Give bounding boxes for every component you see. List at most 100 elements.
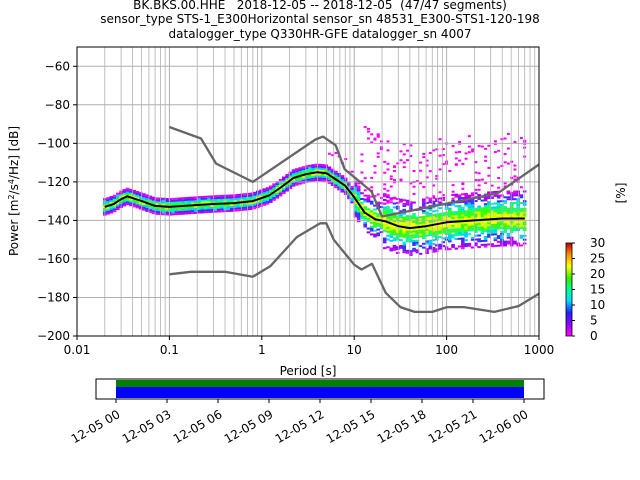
heatmap-cell xyxy=(392,202,397,205)
heatmap-cell xyxy=(435,209,439,212)
heatmap-cell xyxy=(480,243,485,246)
heatmap-cell xyxy=(490,216,494,219)
heatmap-cell xyxy=(428,207,433,210)
heatmap-cell xyxy=(392,237,397,240)
heatmap-cell xyxy=(376,220,381,223)
heatmap-cell xyxy=(441,196,446,199)
heatmap-cell xyxy=(509,215,514,218)
heatmap-cell xyxy=(314,173,319,176)
heatmap-cell xyxy=(116,204,120,207)
heatmap-cell xyxy=(177,212,182,215)
heatmap-cell xyxy=(467,210,472,213)
heatmap-cell xyxy=(415,218,420,221)
heatmap-cell xyxy=(506,234,511,237)
heatmap-cell xyxy=(477,211,481,214)
heatmap-cell xyxy=(428,226,433,229)
heatmap-cell xyxy=(337,172,341,175)
heatmap-cell xyxy=(490,202,494,205)
heatmap-cell xyxy=(161,197,166,200)
heatmap-cell xyxy=(135,200,140,203)
colorbar-tick-label: 5 xyxy=(590,314,598,328)
heatmap-cell xyxy=(382,210,387,213)
heatmap-cell xyxy=(402,208,407,211)
heatmap-cell xyxy=(408,225,413,228)
heatmap-cell xyxy=(503,211,507,214)
heatmap-cell xyxy=(116,196,120,199)
heatmap-cell xyxy=(470,209,475,212)
heatmap-cell xyxy=(422,156,426,159)
heatmap-cell xyxy=(392,169,396,172)
heatmap-cell xyxy=(418,227,423,230)
heatmap-cell xyxy=(464,194,468,197)
heatmap-cell xyxy=(480,216,485,219)
heatmap-cell xyxy=(376,224,381,227)
heatmap-cell xyxy=(483,228,488,231)
heatmap-cell xyxy=(353,201,358,204)
heatmap-cell xyxy=(392,244,397,247)
heatmap-cell xyxy=(451,197,455,200)
heatmap-cell xyxy=(220,196,224,199)
heatmap-cell xyxy=(451,184,455,187)
heatmap-cell xyxy=(457,226,462,229)
heatmap-cell xyxy=(461,229,465,232)
heatmap-cell xyxy=(386,209,390,212)
heatmap-cell xyxy=(464,193,468,196)
heatmap-cell xyxy=(373,138,377,141)
heatmap-cell xyxy=(421,221,426,224)
heatmap-cell xyxy=(298,178,302,181)
heatmap-cell xyxy=(311,164,315,167)
heatmap-cell xyxy=(314,163,319,166)
heatmap-cell xyxy=(373,220,377,223)
heatmap-cell xyxy=(122,204,127,207)
heatmap-cell xyxy=(496,208,501,211)
heatmap-cell xyxy=(399,217,403,220)
heatmap-cell xyxy=(386,205,390,208)
heatmap-cell xyxy=(503,185,507,188)
heatmap-cell xyxy=(340,186,345,189)
heatmap-cell xyxy=(435,177,439,180)
heatmap-cell xyxy=(327,152,331,155)
heatmap-cell xyxy=(402,199,407,202)
heatmap-cell xyxy=(308,166,312,169)
heatmap-cell xyxy=(246,204,250,207)
heatmap-cell xyxy=(190,212,195,215)
heatmap-cell xyxy=(477,228,481,231)
heatmap-cell xyxy=(474,223,478,226)
heatmap-cell xyxy=(509,240,514,243)
heatmap-cell xyxy=(174,199,179,202)
y-tick-label: −180 xyxy=(37,290,70,304)
heatmap-cell xyxy=(435,217,439,220)
heatmap-cell xyxy=(233,207,237,210)
x-tick-label: 0.1 xyxy=(160,343,179,357)
heatmap-cell xyxy=(395,234,400,237)
heatmap-cell xyxy=(376,222,381,225)
heatmap-cell xyxy=(467,145,471,148)
heatmap-cell xyxy=(363,221,368,224)
heatmap-cell xyxy=(259,204,263,207)
plot-frame xyxy=(76,46,540,337)
heatmap-cell xyxy=(503,207,507,210)
heatmap-cell xyxy=(216,208,221,211)
heatmap-cell xyxy=(321,166,325,169)
nhnm-curve xyxy=(169,125,540,218)
heatmap-cell xyxy=(259,189,263,192)
heatmap-cell xyxy=(347,195,351,198)
heatmap-cell xyxy=(441,237,446,240)
heatmap-cell xyxy=(265,191,270,194)
heatmap-cell xyxy=(363,198,368,201)
heatmap-cell xyxy=(272,189,276,192)
heatmap-cell xyxy=(343,189,348,192)
heatmap-cell xyxy=(513,240,517,243)
time-tick-label: 12-05 06 xyxy=(171,407,225,446)
heatmap-cell xyxy=(435,244,439,247)
heatmap-cell xyxy=(428,239,433,242)
heatmap-cell xyxy=(392,206,397,209)
heatmap-cell xyxy=(418,220,423,223)
heatmap-cell xyxy=(474,215,478,218)
heatmap-cell xyxy=(493,194,498,197)
heatmap-cell xyxy=(415,243,420,246)
heatmap-cell xyxy=(347,183,351,186)
heatmap-cell xyxy=(265,189,270,192)
heatmap-cell xyxy=(509,211,514,214)
heatmap-cell xyxy=(210,206,215,209)
